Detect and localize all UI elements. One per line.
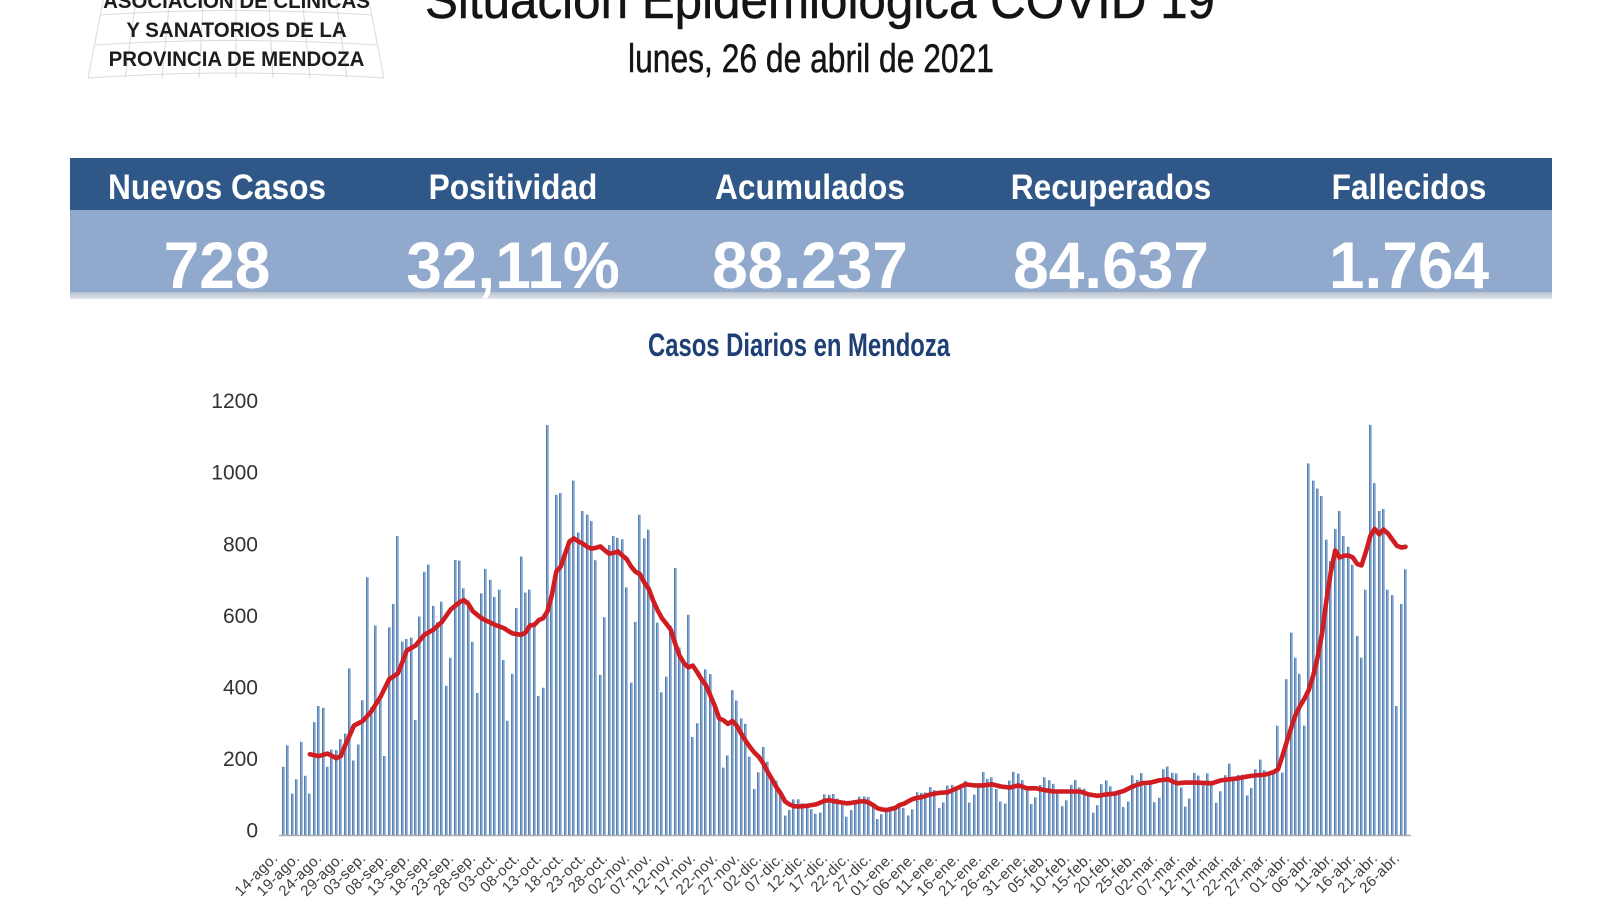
svg-text:800: 800 — [223, 533, 258, 556]
svg-text:0: 0 — [246, 820, 258, 843]
svg-text:400: 400 — [223, 676, 258, 699]
svg-text:1200: 1200 — [211, 390, 258, 413]
svg-text:1000: 1000 — [211, 462, 258, 485]
svg-text:600: 600 — [223, 605, 258, 628]
svg-text:200: 200 — [223, 748, 258, 771]
